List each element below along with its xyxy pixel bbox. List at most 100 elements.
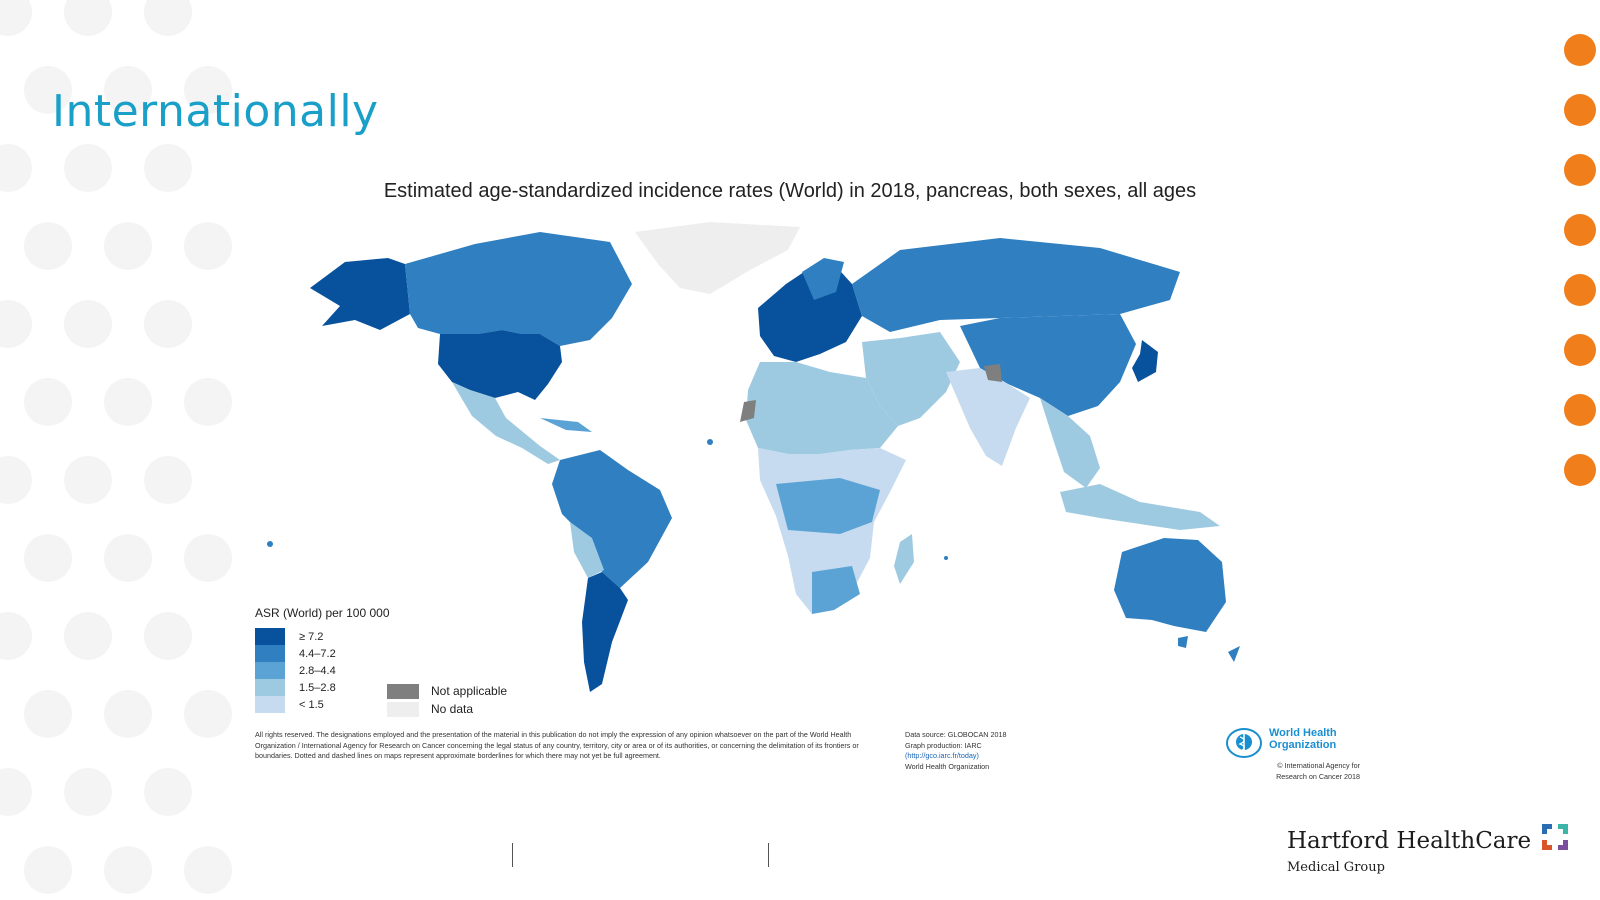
- legend-item: No data: [387, 700, 507, 718]
- orange-dot-column: [1540, 0, 1600, 520]
- region-india: [946, 368, 1030, 466]
- world-choropleth-map: [267, 222, 1240, 692]
- region-north-africa: [746, 362, 898, 454]
- background-dot: [24, 534, 72, 582]
- background-dot: [0, 456, 32, 504]
- region-bolivia-peru: [570, 522, 604, 578]
- legend-color-scale: ≥ 7.2 4.4–7.2 2.8–4.4 1.5–2.8 < 1.5: [255, 628, 336, 713]
- orange-dot: [1564, 274, 1596, 306]
- background-dot: [184, 222, 232, 270]
- legend-item: 2.8–4.4: [255, 662, 336, 679]
- source-line: World Health Organization: [905, 761, 990, 771]
- legend-item: ≥ 7.2: [255, 628, 336, 645]
- orange-dot: [1564, 394, 1596, 426]
- background-dot: [184, 378, 232, 426]
- orange-dot: [1564, 94, 1596, 126]
- background-dot: [184, 534, 232, 582]
- region-central-africa: [776, 478, 880, 534]
- region-alaska: [310, 258, 410, 330]
- hartford-healthcare-logo-icon: [1542, 824, 1568, 850]
- region-island: [944, 556, 948, 560]
- background-dot: [104, 690, 152, 738]
- region-southern-cone: [582, 572, 628, 692]
- region-russia: [852, 238, 1180, 332]
- who-copyright: © International Agency for Research on C…: [1225, 761, 1360, 782]
- background-dot: [64, 0, 112, 36]
- background-dot: [24, 66, 72, 114]
- slide-title: Internationally: [52, 86, 379, 137]
- brand-name: Hartford HealthCare: [1287, 828, 1532, 854]
- orange-dot: [1564, 154, 1596, 186]
- who-name-line: Organization: [1269, 739, 1337, 751]
- region-scandinavia: [802, 258, 844, 300]
- orange-dot: [1564, 334, 1596, 366]
- legend-label: Not applicable: [431, 684, 508, 698]
- background-dot: [64, 300, 112, 348]
- legend-swatch: [255, 645, 285, 662]
- source-line: Graph production: IARC: [905, 740, 982, 750]
- source-link[interactable]: (http://gco.iarc.fr/today): [905, 751, 979, 760]
- region-japan: [1132, 340, 1158, 382]
- region-usa: [438, 330, 562, 400]
- orange-dot: [1564, 34, 1596, 66]
- region-new-zealand: [1228, 646, 1240, 662]
- legend-extra: Not applicable No data: [387, 682, 507, 718]
- who-copyright-line: Research on Cancer 2018: [1276, 771, 1360, 781]
- legend-label: 2.8–4.4: [299, 664, 336, 677]
- region-tasmania: [1178, 636, 1188, 648]
- footer-divider: [768, 843, 769, 867]
- legend-label: 4.4–7.2: [299, 647, 336, 660]
- background-dot: [24, 690, 72, 738]
- orange-dot: [1564, 214, 1596, 246]
- legend-title: ASR (World) per 100 000: [255, 606, 390, 620]
- legend-item: 4.4–7.2: [255, 645, 336, 662]
- legend-swatch: [387, 683, 419, 699]
- legend-swatch: [387, 701, 419, 717]
- data-source-block: Data source: GLOBOCAN 2018 Graph product…: [905, 730, 1065, 772]
- background-dot: [64, 144, 112, 192]
- region-island: [267, 541, 273, 547]
- legend-item: 1.5–2.8: [255, 679, 336, 696]
- background-dot: [144, 768, 192, 816]
- region-caribbean: [540, 418, 592, 432]
- map-title: Estimated age-standardized incidence rat…: [383, 180, 1197, 202]
- background-dot: [144, 612, 192, 660]
- orange-dot: [1564, 454, 1596, 486]
- legend-swatch: [255, 679, 285, 696]
- legend-label: ≥ 7.2: [299, 630, 324, 643]
- background-dot: [0, 768, 32, 816]
- region-mexico-central-america: [452, 382, 560, 464]
- background-dot: [104, 534, 152, 582]
- background-dot: [0, 0, 32, 36]
- source-line: Data source: GLOBOCAN 2018: [905, 730, 1007, 739]
- legend-label: No data: [431, 702, 474, 716]
- region-indonesia: [1060, 484, 1220, 530]
- background-dot: [144, 456, 192, 504]
- background-dot: [0, 612, 32, 660]
- legend-item: < 1.5: [255, 696, 336, 713]
- background-dot: [64, 768, 112, 816]
- background-dot: [184, 690, 232, 738]
- region-canada: [405, 232, 632, 346]
- region-south-america-north: [552, 450, 672, 588]
- background-dot: [144, 144, 192, 192]
- region-australia: [1114, 538, 1226, 632]
- background-dot: [104, 66, 152, 114]
- region-southeast-asia: [1040, 398, 1100, 488]
- legend-item: Not applicable: [387, 682, 507, 700]
- background-dot: [24, 222, 72, 270]
- brand-subtitle: Medical Group: [1287, 860, 1385, 875]
- region-western-sahara: [740, 400, 756, 422]
- background-dot: [24, 846, 72, 894]
- region-madagascar: [894, 534, 914, 584]
- who-emblem-icon: [1226, 728, 1262, 758]
- legend-label: 1.5–2.8: [299, 681, 336, 694]
- background-dot: [64, 456, 112, 504]
- background-dot: [144, 300, 192, 348]
- background-dot: [144, 0, 192, 36]
- region-greenland: [635, 222, 800, 294]
- background-dot: [104, 222, 152, 270]
- who-name-line: World Health: [1269, 727, 1337, 739]
- background-dot: [0, 144, 32, 192]
- map-disclaimer: All rights reserved. The designations em…: [255, 730, 859, 760]
